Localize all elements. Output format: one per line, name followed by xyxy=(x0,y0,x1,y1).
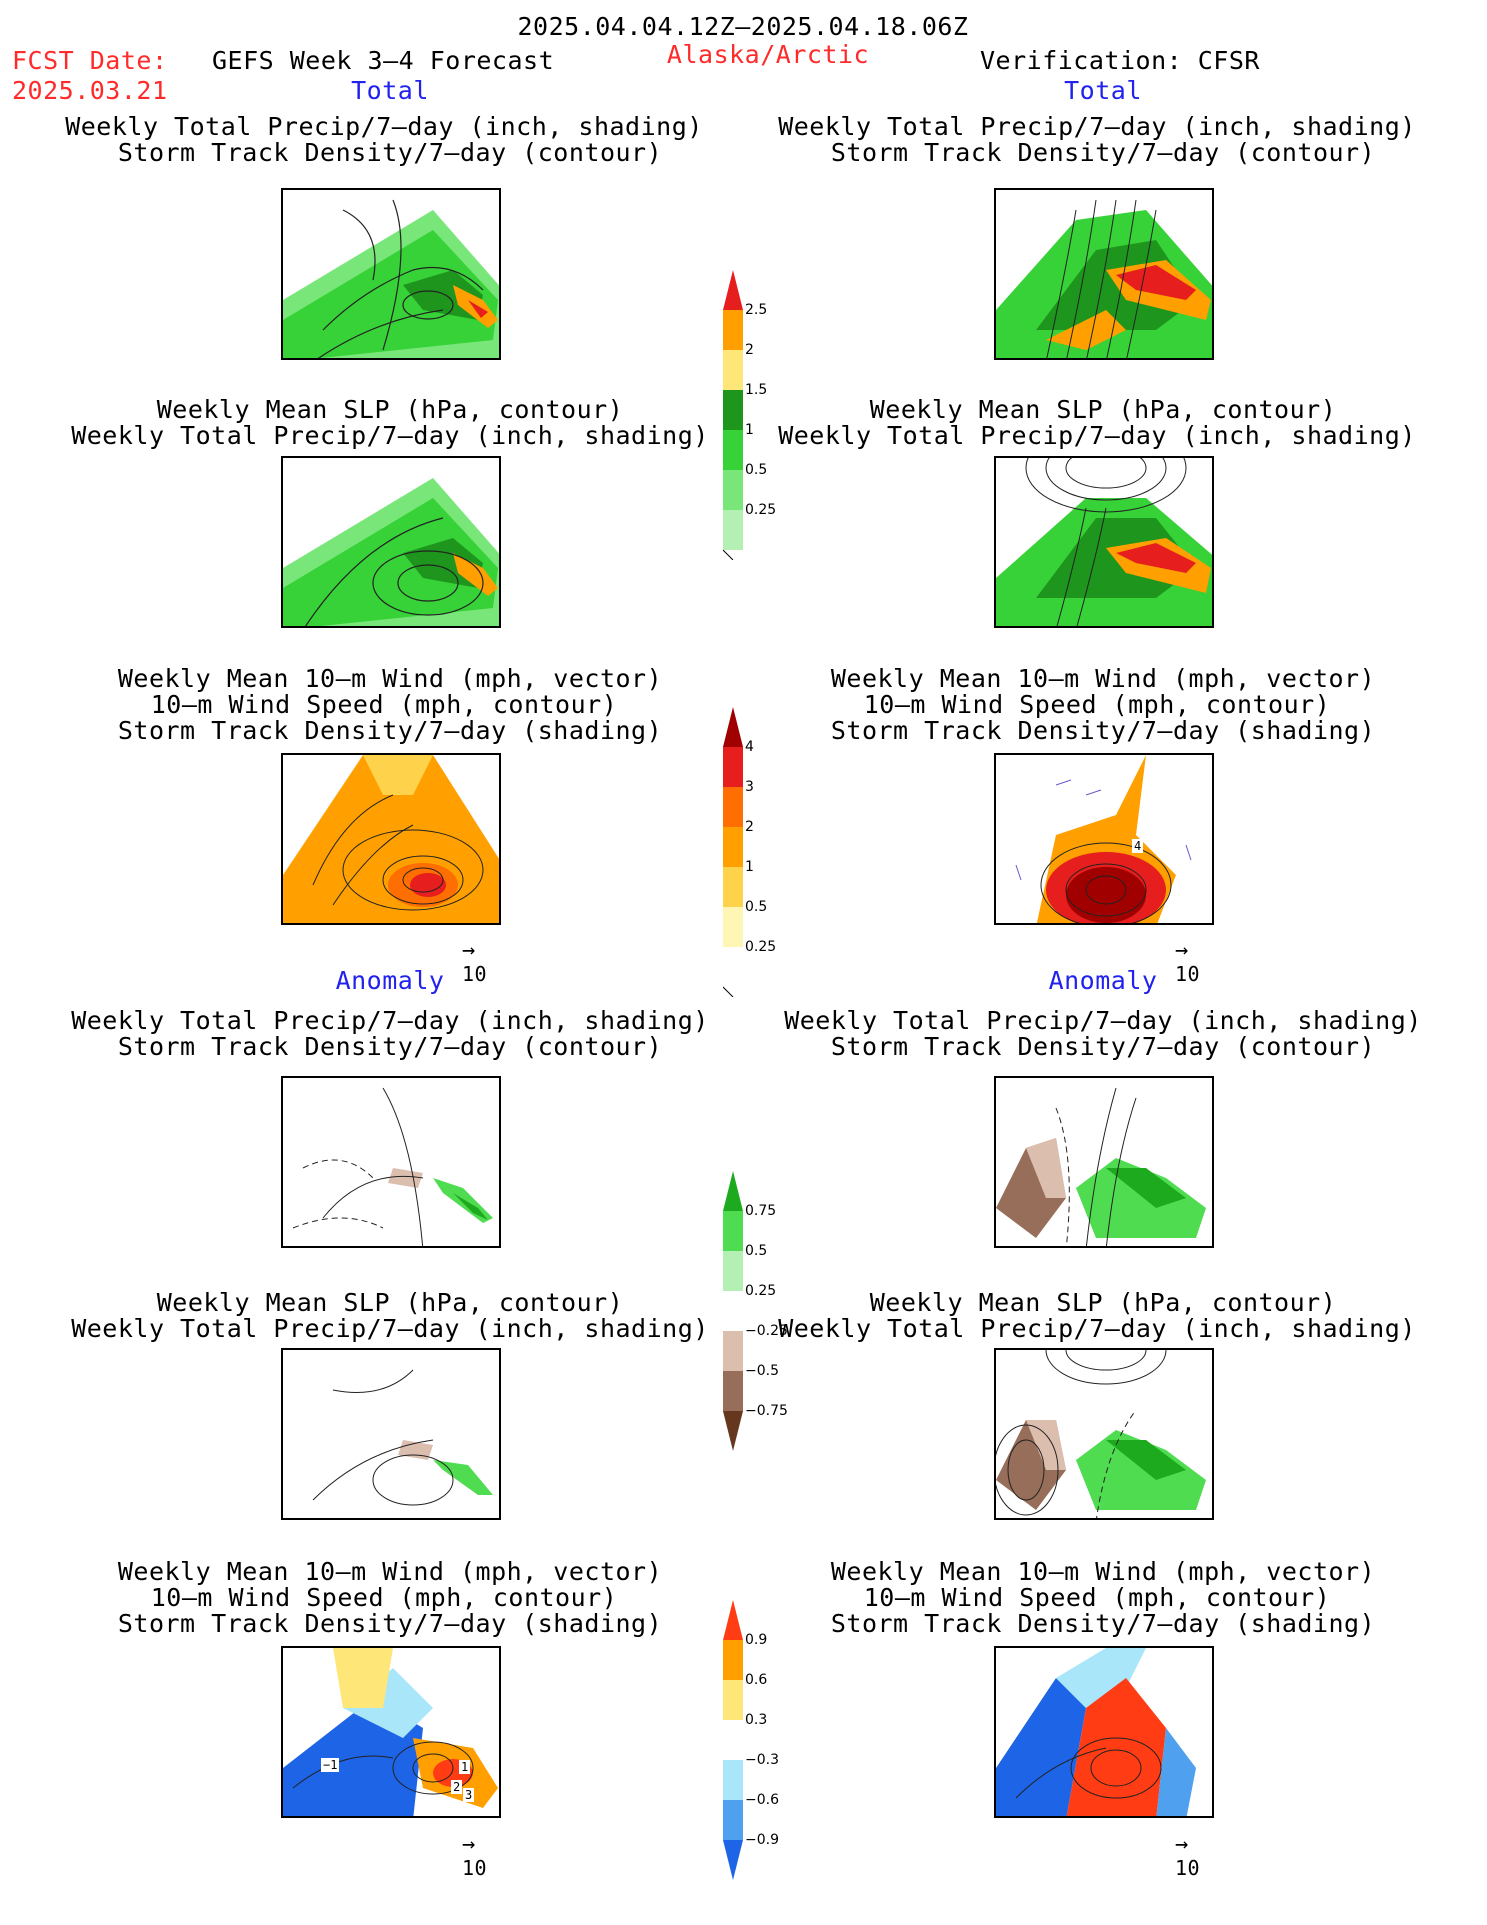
map-total-wind-storm-forecast xyxy=(281,753,501,925)
colorbar-tick: 1 xyxy=(745,859,754,875)
colorbar-tick: 0.25 xyxy=(745,502,777,518)
map-anom-wind-storm-forecast: −1 1 2 3 xyxy=(281,1646,501,1818)
colorbar-tick: −0.3 xyxy=(745,1752,779,1768)
panel-title-line: 10–m Wind Speed (mph, contour) xyxy=(150,1583,618,1612)
vector-ref-arrow: → xyxy=(462,938,476,963)
colorbar-tick: −0.9 xyxy=(745,1832,779,1848)
colorbar-tick: 2 xyxy=(745,342,754,358)
colorbar-precip-total: 2.5 2 1.5 1 0.5 0.25 xyxy=(722,270,776,564)
vector-ref-label: 10 xyxy=(1175,962,1201,986)
date-range-title: 2025.04.04.12Z–2025.04.18.06Z xyxy=(517,12,969,41)
colorbar-tick: 0.9 xyxy=(745,1632,768,1648)
colorbar-storm-total: 4 3 2 1 0.5 0.25 xyxy=(722,707,776,1001)
panel-title-line: Storm Track Density/7–day (shading) xyxy=(117,1609,663,1638)
map-contour-label: 3 xyxy=(463,1788,475,1802)
panel-title-line: Storm Track Density/7–day (contour) xyxy=(117,1032,663,1061)
map-contour-label: −1 xyxy=(321,1758,340,1772)
panel-title-line: Weekly Mean SLP (hPa, contour) xyxy=(869,1288,1337,1317)
panel-title-line: Weekly Total Precip/7–day (inch, shading… xyxy=(71,421,709,450)
vector-ref-arrow: → xyxy=(1175,938,1189,963)
map-contour-label: 2 xyxy=(451,1780,463,1794)
panel-title-line: Weekly Total Precip/7–day (inch, shading… xyxy=(784,1006,1422,1035)
vector-ref-label: 10 xyxy=(462,962,488,986)
panel-title-line: Storm Track Density/7–day (shading) xyxy=(117,716,663,745)
panel-title-line: Weekly Total Precip/7–day (inch, shading… xyxy=(778,421,1416,450)
map-total-slp-precip-forecast xyxy=(281,456,501,628)
map-total-precip-storm-forecast xyxy=(281,188,501,360)
panel-title-line: Storm Track Density/7–day (contour) xyxy=(117,138,663,167)
vector-ref-arrow: → xyxy=(1175,1832,1189,1857)
panel-title-line: Weekly Total Precip/7–day (inch, shading… xyxy=(778,112,1416,141)
colorbar-tick: 0.3 xyxy=(745,1712,768,1728)
colorbar-tick: 0.5 xyxy=(745,462,768,478)
panel-title-line: Storm Track Density/7–day (shading) xyxy=(830,1609,1376,1638)
panel-title-line: Weekly Mean 10–m Wind (mph, vector) xyxy=(117,1557,663,1586)
panel-title-line: 10–m Wind Speed (mph, contour) xyxy=(863,1583,1331,1612)
map-anom-wind-storm-verification xyxy=(994,1646,1214,1818)
map-anom-precip-storm-forecast xyxy=(281,1076,501,1248)
colorbar-tick: 2 xyxy=(745,819,754,835)
colorbar-tick: 1.5 xyxy=(745,382,768,398)
panel-title-line: Storm Track Density/7–day (shading) xyxy=(830,716,1376,745)
panel-title-line: 10–m Wind Speed (mph, contour) xyxy=(863,690,1331,719)
colorbar-tick: 0.5 xyxy=(745,1243,768,1259)
region-title: Alaska/Arctic xyxy=(666,40,870,69)
panel-title-line: Weekly Mean 10–m Wind (mph, vector) xyxy=(830,664,1376,693)
map-anom-slp-precip-verification xyxy=(994,1348,1214,1520)
vector-ref-label: 10 xyxy=(462,1856,488,1880)
colorbar-tick: 0.6 xyxy=(745,1672,768,1688)
map-total-precip-storm-verification xyxy=(994,188,1214,360)
fcst-label: FCST Date: xyxy=(12,46,168,75)
colorbar-tick: 3 xyxy=(745,779,754,795)
colorbar-tick: −0.75 xyxy=(745,1403,788,1419)
panel-title-line: Storm Track Density/7–day (contour) xyxy=(830,1032,1376,1061)
map-total-slp-precip-verification xyxy=(994,456,1214,628)
map-contour-label: 4 xyxy=(1132,839,1144,853)
map-anom-slp-precip-forecast xyxy=(281,1348,501,1520)
verification-label: Verification: CFSR xyxy=(980,46,1260,75)
vector-ref-arrow: → xyxy=(462,1832,476,1857)
colorbar-tick: −0.6 xyxy=(745,1792,779,1808)
colorbar-tick: 2.5 xyxy=(745,302,768,318)
colorbar-tick: 0.75 xyxy=(745,1203,777,1219)
section-anomaly-right: Anomaly xyxy=(1048,966,1158,995)
colorbar-tick: 1 xyxy=(745,422,754,438)
section-total-left: Total xyxy=(351,76,429,105)
panel-title-line: Weekly Mean SLP (hPa, contour) xyxy=(869,395,1337,424)
panel-title-line: Weekly Total Precip/7–day (inch, shading… xyxy=(778,1314,1416,1343)
colorbar-precip-anomaly: 0.75 0.5 0.25 −0.25 −0.5 −0.75 xyxy=(723,1171,788,1465)
panel-title-line: Weekly Total Precip/7–day (inch, shading… xyxy=(71,1006,709,1035)
colorbar-tick: 4 xyxy=(745,739,754,755)
vector-ref-label: 10 xyxy=(1175,1856,1201,1880)
panel-title-line: Storm Track Density/7–day (contour) xyxy=(830,138,1376,167)
map-contour-label: 1 xyxy=(459,1760,471,1774)
map-anom-precip-storm-verification xyxy=(994,1076,1214,1248)
colorbar-tick: −0.25 xyxy=(745,1323,788,1339)
panel-title-line: Weekly Total Precip/7–day (inch, shading… xyxy=(65,112,703,141)
forecast-name: GEFS Week 3–4 Forecast xyxy=(212,46,555,75)
map-total-wind-storm-verification: 4 xyxy=(994,753,1214,925)
colorbar-tick: 0.25 xyxy=(745,1283,777,1299)
panel-title-line: Weekly Mean 10–m Wind (mph, vector) xyxy=(830,1557,1376,1586)
colorbar-tick: 0.25 xyxy=(745,939,777,955)
panel-title-line: 10–m Wind Speed (mph, contour) xyxy=(150,690,618,719)
panel-title-line: Weekly Mean SLP (hPa, contour) xyxy=(156,395,624,424)
section-anomaly-left: Anomaly xyxy=(335,966,445,995)
colorbar-storm-anomaly: 0.9 0.6 0.3 −0.3 −0.6 −0.9 xyxy=(723,1600,779,1894)
colorbar-tick: 0.5 xyxy=(745,899,768,915)
panel-title-line: Weekly Mean SLP (hPa, contour) xyxy=(156,1288,624,1317)
fcst-date: 2025.03.21 xyxy=(12,76,168,105)
panel-title-line: Weekly Total Precip/7–day (inch, shading… xyxy=(71,1314,709,1343)
section-total-right: Total xyxy=(1064,76,1142,105)
panel-title-line: Weekly Mean 10–m Wind (mph, vector) xyxy=(117,664,663,693)
colorbar-tick: −0.5 xyxy=(745,1363,779,1379)
